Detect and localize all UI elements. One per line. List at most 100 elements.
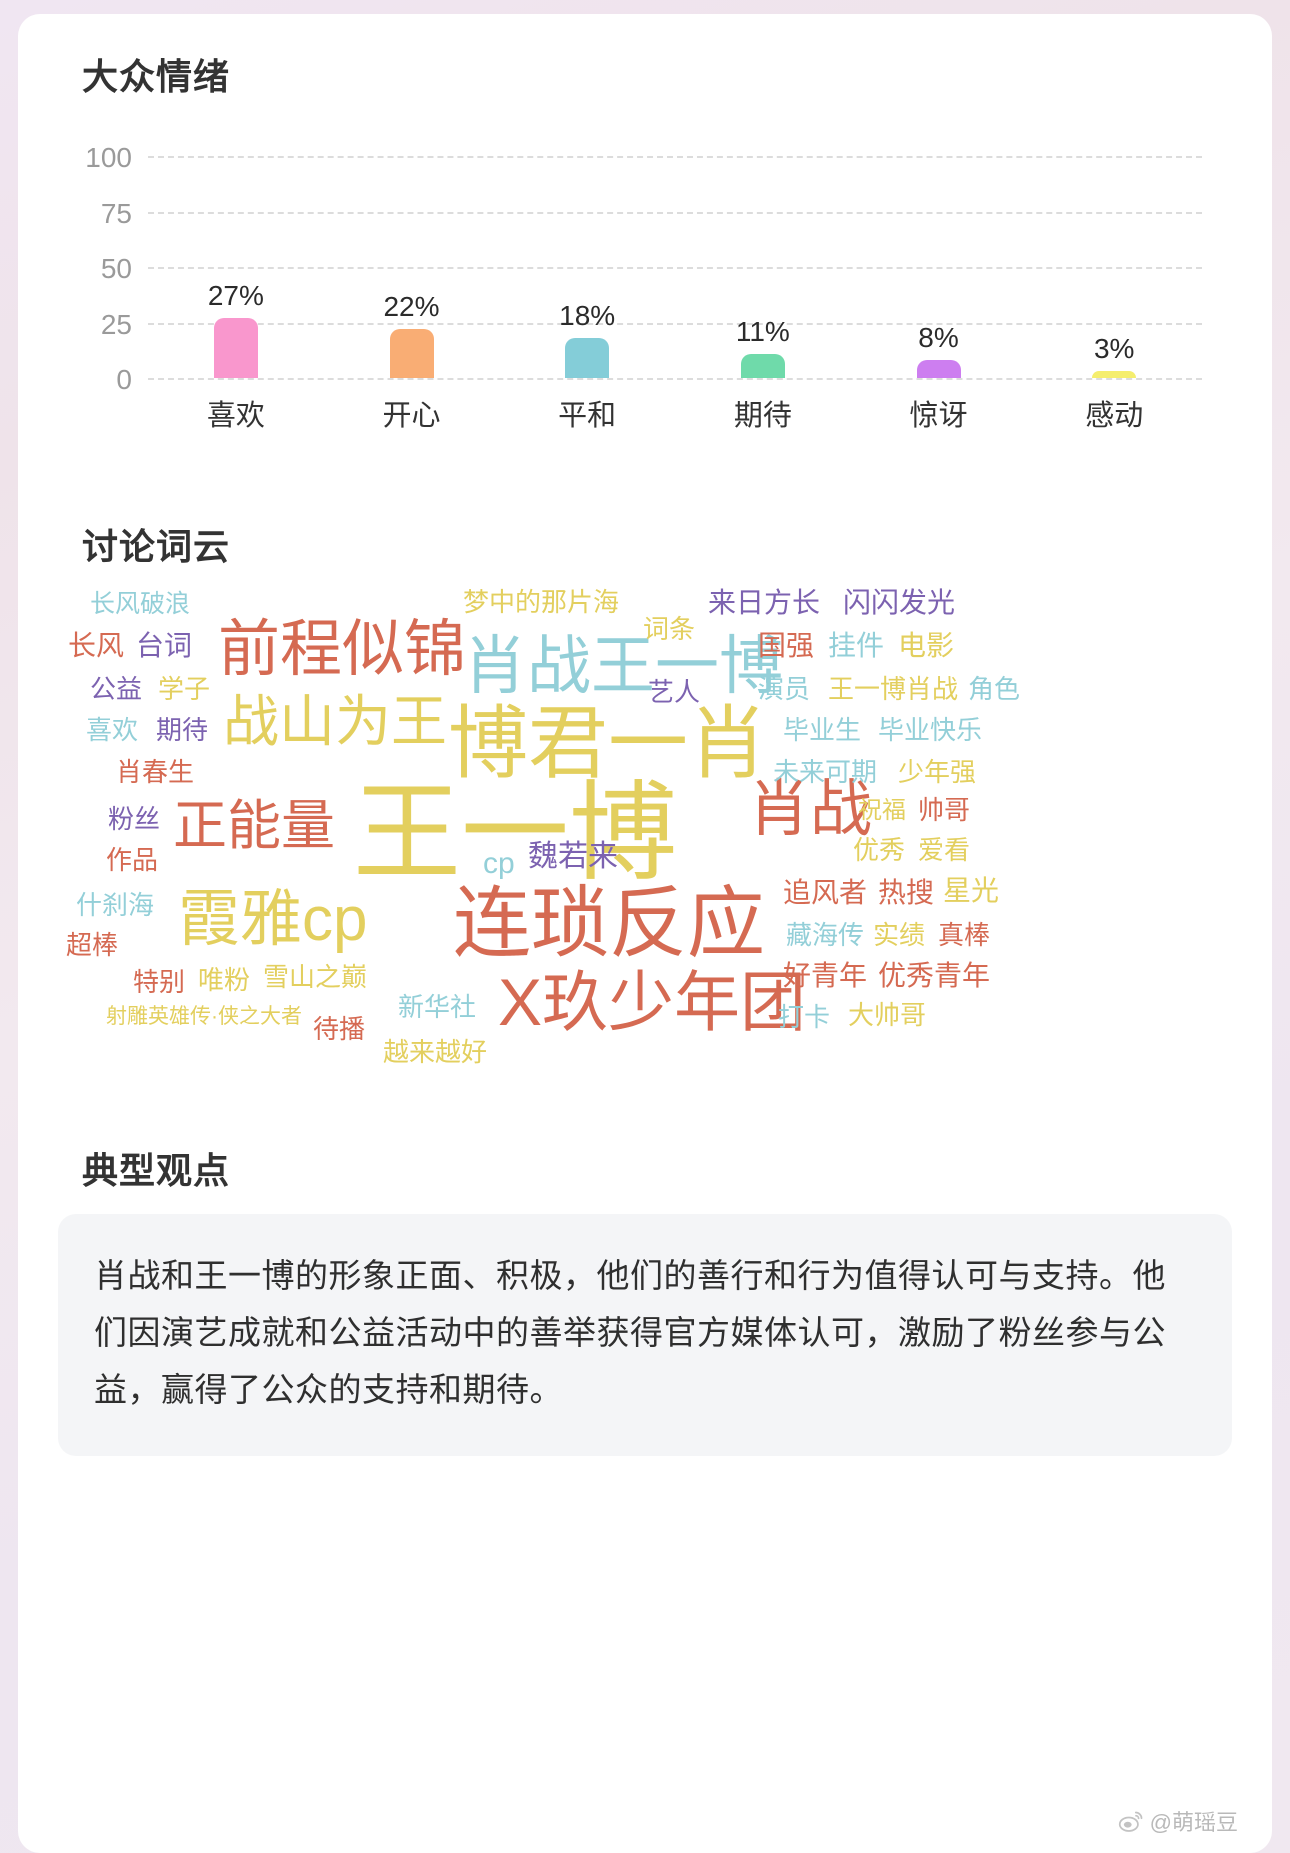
wordcloud-heading: 讨论词云 (82, 526, 231, 567)
watermark-label: @萌瑶豆 (1149, 1810, 1238, 1835)
word-cloud-term[interactable]: 肖春生 (116, 757, 195, 787)
word-cloud-term[interactable]: cp (483, 847, 515, 880)
word-cloud-term[interactable]: 霞雅cp (178, 885, 368, 954)
word-cloud-term[interactable]: 王一博肖战 (828, 674, 959, 704)
word-cloud: 王一博 博君一肖连琐反应 肖战王一博 X玖少年团 前程似锦 战山为王霞雅cp 肖战 正能量 cp… (58, 584, 1232, 1104)
word-cloud-term[interactable]: 爱看 (918, 835, 971, 865)
bar-value-label: 3% (1093, 333, 1135, 365)
word-cloud-term[interactable]: 星光 (943, 875, 1000, 906)
word-cloud-term[interactable]: 角色 (968, 674, 1021, 704)
chart-y-tick: 0 (116, 364, 132, 395)
word-cloud-term[interactable]: 魏若来 (528, 840, 618, 873)
word-cloud-term[interactable]: 闪闪发光 (843, 587, 956, 618)
word-cloud-term[interactable]: 博君一肖 (448, 699, 768, 788)
word-cloud-term[interactable]: 前程似锦 (218, 615, 467, 684)
word-cloud-term[interactable]: 公益 (90, 674, 143, 704)
word-cloud-term[interactable]: 祝福 (858, 797, 906, 824)
word-cloud-term[interactable]: 王一博 (353, 772, 678, 893)
bar-rect[interactable] (740, 353, 785, 378)
word-cloud-term[interactable]: 演员 (758, 674, 811, 704)
word-cloud-term[interactable]: 热搜 (878, 877, 935, 908)
word-cloud-term[interactable]: 梦中的那片海 (463, 587, 620, 617)
chart-x-label: 惊讶 (909, 400, 968, 432)
bar-rect[interactable] (389, 329, 434, 378)
bar-value-label: 18% (559, 300, 616, 332)
chart-x-label: 平和 (558, 400, 617, 432)
word-cloud-term[interactable]: 挂件 (828, 630, 885, 661)
chart-y-tick: 100 (85, 142, 132, 173)
bar-rect[interactable] (1092, 371, 1137, 378)
word-cloud-term[interactable]: 少年强 (898, 757, 977, 787)
word-cloud-term[interactable]: 追风者 (783, 877, 868, 908)
word-cloud-term[interactable]: 词条 (643, 614, 696, 644)
chart-y-tick: 25 (100, 308, 132, 340)
word-cloud-term[interactable]: 毕业生 (783, 715, 862, 745)
bar-column[interactable]: 18% (499, 156, 675, 378)
bar-rect[interactable] (565, 338, 610, 378)
word-cloud-term[interactable]: 连琐反应 (453, 879, 766, 967)
word-cloud-term[interactable]: 雪山之巅 (263, 962, 368, 992)
opinion-quote-text: 肖战和王一博的形象正面、积极，他们的善行和行为值得认可与支持。他们因演艺成就和公… (94, 1257, 1166, 1408)
word-cloud-term[interactable]: 肖战 (748, 775, 873, 844)
opinion-heading: 典型观点 (82, 1150, 231, 1191)
watermark: @萌瑶豆 (1118, 1805, 1238, 1837)
word-cloud-term[interactable]: 越来越好 (383, 1037, 488, 1067)
word-cloud-term[interactable]: 超棒 (66, 930, 119, 960)
word-cloud-term[interactable]: 待播 (313, 1014, 366, 1044)
word-cloud-term[interactable]: 国强 (758, 630, 815, 661)
word-cloud-term[interactable]: 唯粉 (198, 965, 251, 995)
bar-rect[interactable] (916, 360, 961, 378)
word-cloud-term[interactable]: 台词 (136, 630, 193, 661)
bar-column[interactable]: 11% (675, 156, 851, 378)
bar-value-label: 22% (383, 291, 440, 323)
chart-x-label: 开心 (382, 400, 441, 432)
word-cloud-term[interactable]: 帅哥 (918, 795, 971, 825)
word-cloud-term[interactable]: 喜欢 (86, 715, 139, 745)
word-cloud-term[interactable]: 长风 (68, 630, 125, 661)
opinion-quote-box: 肖战和王一博的形象正面、积极，他们的善行和行为值得认可与支持。他们因演艺成就和公… (58, 1214, 1232, 1457)
chart-y-tick: 75 (100, 197, 132, 229)
bar-column[interactable]: 22% (324, 156, 500, 378)
word-cloud-term[interactable]: 优秀青年 (878, 960, 991, 991)
word-cloud-term[interactable]: 来日方长 (708, 587, 821, 618)
chart-gridline: 25 (101, 309, 1202, 340)
word-cloud-term[interactable]: X玖少年团 (498, 965, 807, 1039)
word-cloud-term[interactable]: 电影 (898, 630, 955, 661)
chart-gridline: 50 (101, 253, 1202, 284)
chart-x-label: 期待 (733, 400, 792, 432)
word-cloud-term[interactable]: 实绩 (873, 920, 926, 950)
chart-bars: 27% 22% 18% 11% 8% 3% (148, 156, 1202, 378)
word-cloud-term[interactable]: 特别 (133, 967, 186, 997)
word-cloud-term[interactable]: 正能量 (173, 796, 335, 856)
word-cloud-term[interactable]: 肖战王一博 (463, 630, 783, 702)
weibo-icon (1118, 1808, 1144, 1834)
word-cloud-term[interactable]: 新华社 (398, 992, 477, 1022)
chart-x-label: 喜欢 (206, 400, 265, 432)
bar-value-label: 8% (918, 322, 959, 354)
bar-value-label: 11% (735, 315, 790, 347)
word-cloud-term[interactable]: 粉丝 (108, 804, 161, 834)
word-cloud-term[interactable]: 打卡 (778, 1002, 831, 1032)
word-cloud-term[interactable]: 真棒 (938, 920, 991, 950)
word-cloud-term[interactable]: 长风破浪 (90, 590, 191, 618)
bar-column[interactable]: 8% (851, 156, 1027, 378)
bar-rect[interactable] (213, 318, 258, 378)
bar-column[interactable]: 27% (148, 156, 324, 378)
word-cloud-term[interactable]: 射雕英雄传·侠之大者 (106, 1005, 302, 1028)
word-cloud-term[interactable]: 大帅哥 (848, 1000, 927, 1030)
chart-gridline: 75 (101, 198, 1202, 229)
word-cloud-term[interactable]: 藏海传 (786, 920, 865, 950)
word-cloud-term[interactable]: 什刹海 (76, 890, 155, 920)
word-cloud-term[interactable]: 学子 (158, 674, 211, 704)
emotion-bar-chart: 100 75 50 25 0 27% 22% 18% 11% 8% 3% 喜欢 开心 平和 期待 惊讶 感动 (58, 142, 1232, 466)
word-cloud-term[interactable]: 未来可期 (773, 757, 878, 787)
word-cloud-term[interactable]: 优秀 (853, 835, 906, 865)
word-cloud-term[interactable]: 艺人 (648, 677, 701, 707)
word-cloud-term[interactable]: 作品 (106, 845, 159, 875)
bar-column[interactable]: 3% (1026, 156, 1202, 378)
report-card: 大众情绪 100 75 50 25 0 27% 22% 18% 11% 8% 3% 喜欢 开心 平和期… (18, 14, 1272, 1853)
word-cloud-term[interactable]: 好青年 (783, 960, 868, 991)
word-cloud-term[interactable]: 毕业快乐 (878, 715, 983, 745)
word-cloud-term[interactable]: 期待 (156, 715, 209, 745)
word-cloud-term[interactable]: 战山为王 (223, 690, 447, 753)
